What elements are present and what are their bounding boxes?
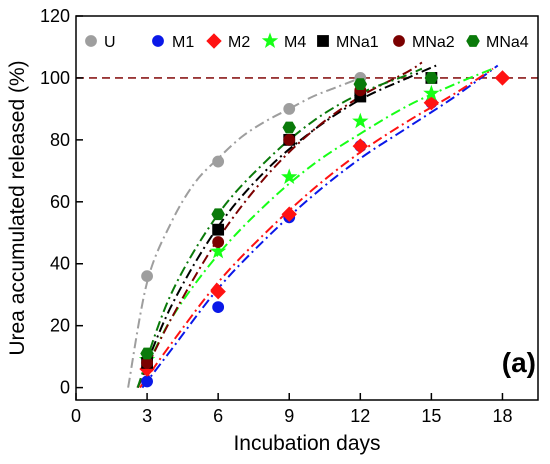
x-axis: 0 3 6 9 12 15 18 bbox=[71, 393, 512, 426]
legend-marker-m4 bbox=[261, 32, 279, 48]
x-tick-label: 9 bbox=[284, 406, 294, 426]
data-point-m2 bbox=[281, 206, 297, 222]
data-point-m4 bbox=[281, 168, 298, 185]
x-axis-title: Incubation days bbox=[233, 432, 380, 455]
x-tick-label: 0 bbox=[71, 406, 81, 426]
y-tick-label: 0 bbox=[60, 378, 70, 398]
data-point-m4 bbox=[423, 84, 440, 101]
y-tick-label: 40 bbox=[50, 254, 70, 274]
x-tick-label: 15 bbox=[421, 406, 441, 426]
x-tick-label: 3 bbox=[142, 406, 152, 426]
data-point-m1 bbox=[141, 375, 153, 388]
plot-area bbox=[76, 16, 538, 400]
y-axis: 0 20 40 60 80 100 120 bbox=[40, 6, 83, 398]
data-point-mna4 bbox=[424, 72, 439, 84]
fit-curves bbox=[127, 61, 499, 389]
fit-curve-m1 bbox=[141, 64, 499, 389]
y-tick-label: 100 bbox=[40, 68, 70, 88]
x-tick-label: 18 bbox=[492, 406, 512, 426]
legend-label-m2: M2 bbox=[228, 34, 250, 51]
data-point-mna4 bbox=[353, 78, 368, 91]
fit-curve-u bbox=[127, 77, 361, 388]
data-point-mna4 bbox=[140, 347, 154, 360]
data-point-u bbox=[212, 155, 225, 168]
data-point-m2 bbox=[210, 283, 226, 300]
y-tick-label: 80 bbox=[50, 130, 70, 150]
x-tick-label: 12 bbox=[350, 406, 370, 426]
data-point-mna4 bbox=[211, 208, 225, 221]
fit-curve-m2 bbox=[139, 67, 494, 389]
y-tick-label: 120 bbox=[40, 6, 70, 26]
data-point-mna1 bbox=[212, 223, 225, 236]
data-point-u bbox=[283, 103, 296, 115]
y-tick-label: 20 bbox=[50, 316, 70, 336]
x-tick-label: 6 bbox=[213, 406, 223, 426]
legend-marker-mna4 bbox=[466, 35, 480, 47]
panel-label: (a) bbox=[502, 347, 536, 378]
data-point-m1 bbox=[212, 301, 225, 313]
legend-label-mna1: MNa1 bbox=[336, 34, 379, 51]
data-point-mna2 bbox=[283, 133, 296, 146]
legend-marker-m2 bbox=[206, 33, 222, 49]
data-point-m2 bbox=[494, 70, 511, 86]
data-point-m2 bbox=[352, 138, 369, 154]
legend-marker-u bbox=[85, 35, 97, 47]
fit-curve-mna4 bbox=[136, 67, 423, 388]
data-markers bbox=[138, 70, 511, 388]
data-point-mna2 bbox=[212, 236, 225, 248]
data-point-mna4 bbox=[282, 121, 297, 134]
y-axis-title: Urea accumulated released (%) bbox=[6, 60, 29, 355]
legend-label-mna2: MNa2 bbox=[412, 34, 455, 51]
legend-label-m4: M4 bbox=[284, 34, 306, 51]
fit-curve-m4 bbox=[136, 67, 494, 389]
data-point-m4 bbox=[352, 112, 369, 129]
legend-marker-mna2 bbox=[393, 35, 405, 47]
legend-label-m1: M1 bbox=[172, 34, 194, 51]
fit-curve-mna2 bbox=[136, 61, 423, 389]
data-point-u bbox=[141, 270, 153, 283]
plot-frame bbox=[75, 15, 539, 401]
legend-marker-mna1 bbox=[317, 35, 329, 47]
data-point-m4 bbox=[209, 242, 227, 259]
legend: U M1 M2 M4 MNa1 MNa2 MNa4 bbox=[85, 32, 529, 51]
legend-marker-m1 bbox=[152, 35, 164, 47]
legend-label-mna4: MNa4 bbox=[486, 34, 529, 51]
y-tick-label: 60 bbox=[50, 192, 70, 212]
fit-curve-mna1 bbox=[136, 64, 437, 388]
legend-label-u: U bbox=[104, 34, 116, 51]
